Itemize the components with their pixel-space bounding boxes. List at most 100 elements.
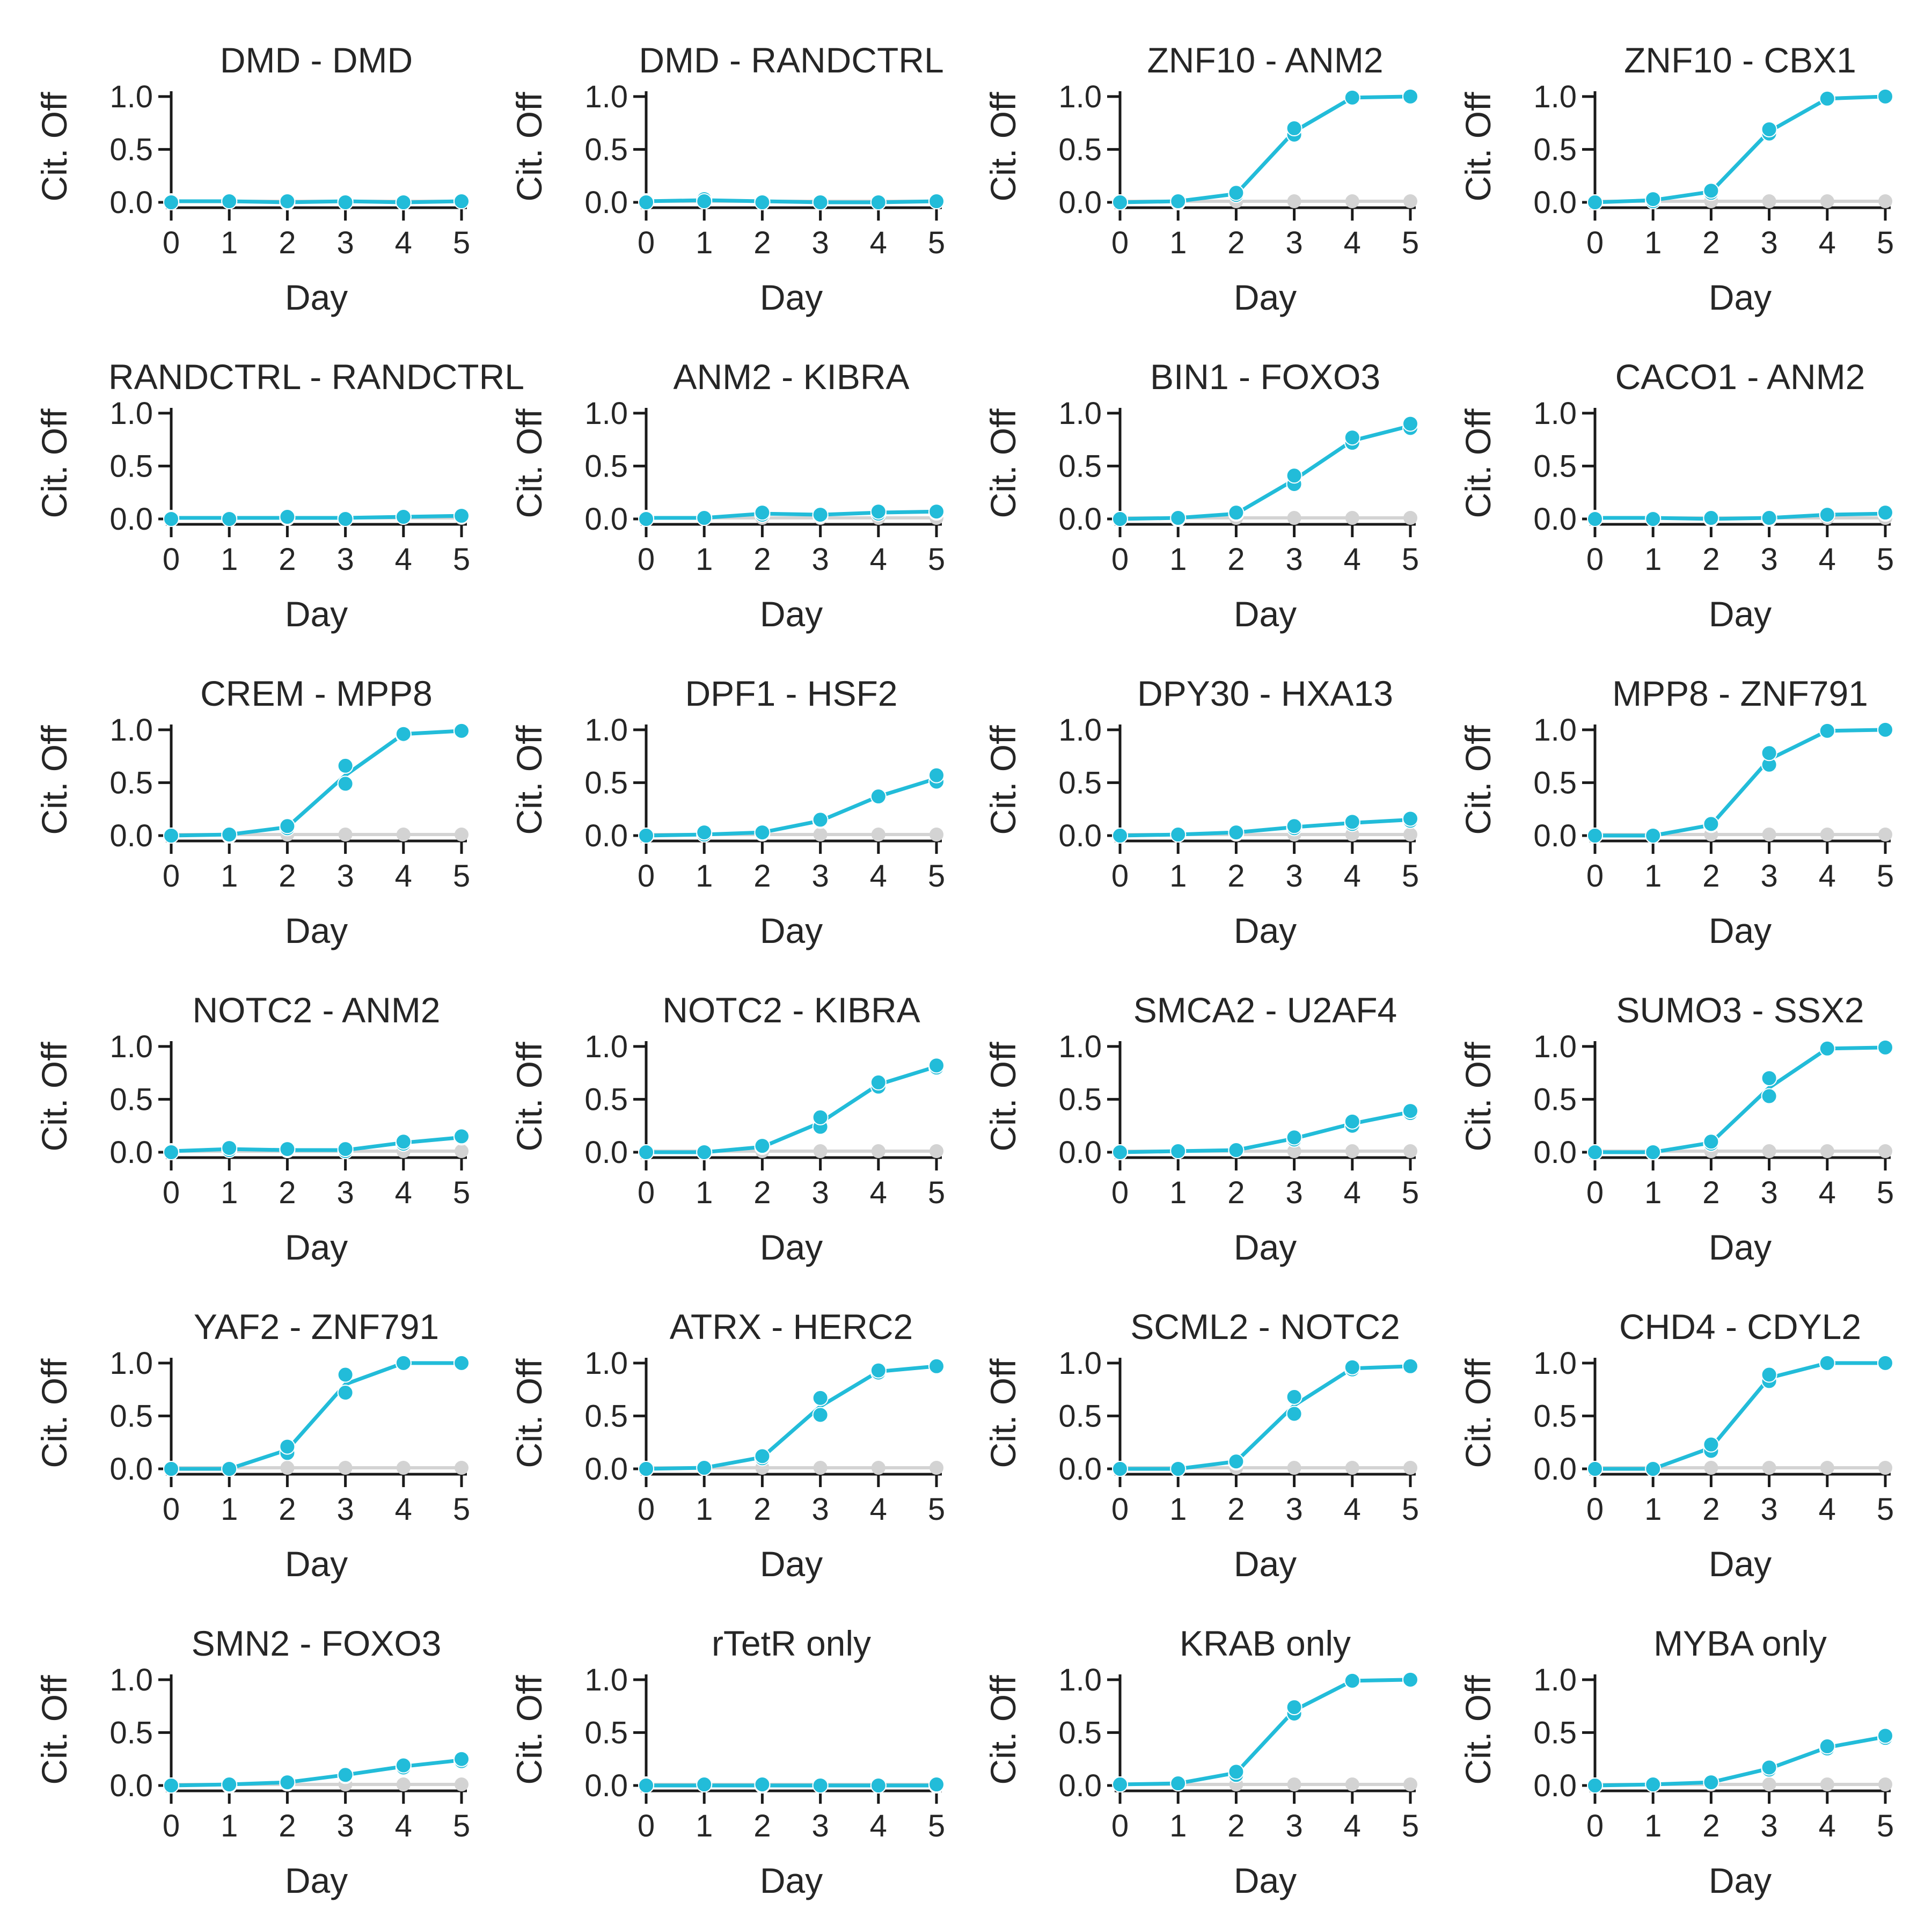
data-point xyxy=(395,509,412,525)
y-axis-label: Cit. Off xyxy=(1458,725,1498,835)
data-point xyxy=(337,757,354,774)
y-tick-label: 0.0 xyxy=(584,1452,628,1487)
x-tick-label: 1 xyxy=(221,1809,238,1843)
y-tick-label: 1.0 xyxy=(1058,713,1102,748)
x-tick-label: 0 xyxy=(638,1809,655,1843)
data-point xyxy=(812,811,829,828)
y-axis-label: Cit. Off xyxy=(34,408,74,518)
x-tick-label: 1 xyxy=(1644,1492,1662,1527)
data-point xyxy=(1645,1144,1662,1160)
data-point xyxy=(1228,1453,1245,1470)
x-tick-label: 3 xyxy=(336,859,354,894)
series-line xyxy=(1119,1110,1411,1154)
data-point xyxy=(279,509,296,525)
panel-title: MPP8 - ZNF791 xyxy=(1612,674,1868,713)
data-point xyxy=(754,824,771,841)
x-tick-label: 3 xyxy=(336,225,354,260)
data-point xyxy=(1819,507,1835,523)
x-tick-label: 1 xyxy=(1644,1175,1662,1210)
y-tick-label: 1.0 xyxy=(109,79,153,114)
x-tick-label: 4 xyxy=(1344,542,1361,577)
panel-title: NOTC2 - KIBRA xyxy=(662,990,920,1030)
data-point xyxy=(1761,1759,1777,1776)
x-tick-label: 2 xyxy=(279,542,296,577)
y-axis-label: Cit. Off xyxy=(509,1042,549,1152)
x-tick-label: 4 xyxy=(1344,1492,1361,1527)
x-tick-label: 4 xyxy=(870,542,887,577)
panel-title: RANDCTRL - RANDCTRL xyxy=(108,357,524,397)
y-tick-label: 0.5 xyxy=(1533,449,1577,484)
background-point xyxy=(1762,1461,1776,1475)
data-point xyxy=(696,1460,713,1476)
series-line xyxy=(1120,1364,1411,1471)
background-point xyxy=(1345,511,1359,525)
x-tick-label: 3 xyxy=(811,859,829,894)
y-tick-label: 1.0 xyxy=(1058,1029,1102,1064)
y-tick-label: 0.0 xyxy=(109,502,153,537)
y-tick-label: 0.0 xyxy=(1533,185,1577,220)
y-tick-label: 0.0 xyxy=(1533,1768,1577,1803)
data-point xyxy=(1819,722,1835,739)
data-point xyxy=(1587,828,1603,844)
x-tick-label: 5 xyxy=(928,542,945,577)
data-point xyxy=(812,1109,829,1125)
x-tick-label: 1 xyxy=(696,859,713,894)
panel: NOTC2 - KIBRA Cit. Off Day 0.0 0.5 1.0 0 1 2 3 4 5 xyxy=(509,990,945,1267)
panel-title: DPF1 - HSF2 xyxy=(685,674,897,713)
y-axis-label: Cit. Off xyxy=(983,1042,1023,1152)
y-tick-label: 0.5 xyxy=(584,449,628,484)
panel: DPF1 - HSF2 Cit. Off Day 0.0 0.5 1.0 0 1 2 3 4 5 xyxy=(509,674,945,950)
x-tick-label: 5 xyxy=(1402,1175,1419,1210)
x-axis-label: Day xyxy=(760,1227,823,1267)
y-tick-label: 0.0 xyxy=(109,1768,153,1803)
x-tick-label: 2 xyxy=(753,1175,771,1210)
y-tick-label: 0.0 xyxy=(1058,1452,1102,1487)
data-point xyxy=(1112,194,1128,210)
x-axis-label: Day xyxy=(1234,277,1297,317)
panel-title: CREM - MPP8 xyxy=(200,674,433,713)
data-point xyxy=(279,193,296,210)
x-tick-label: 5 xyxy=(928,1175,945,1210)
data-point xyxy=(1112,828,1128,844)
y-tick-label: 1.0 xyxy=(1533,396,1577,431)
data-point xyxy=(1761,1088,1777,1104)
x-tick-label: 2 xyxy=(279,859,296,894)
data-point xyxy=(453,1355,470,1371)
x-tick-label: 4 xyxy=(1819,225,1836,260)
y-tick-label: 0.0 xyxy=(1533,502,1577,537)
x-tick-label: 2 xyxy=(753,1809,771,1843)
background-point xyxy=(1345,1777,1359,1792)
series-line xyxy=(646,1064,938,1154)
data-point xyxy=(870,1777,887,1794)
data-point xyxy=(1112,1144,1128,1160)
data-point xyxy=(1877,504,1893,521)
background-point xyxy=(1345,1461,1359,1475)
x-tick-label: 2 xyxy=(753,225,771,260)
x-tick-label: 3 xyxy=(1285,1175,1302,1210)
data-point xyxy=(163,194,179,210)
background-point xyxy=(1762,194,1776,209)
background-point xyxy=(1287,1461,1301,1475)
x-axis-label: Day xyxy=(760,1544,823,1584)
x-tick-label: 5 xyxy=(1877,859,1894,894)
data-point xyxy=(279,1774,296,1791)
data-point xyxy=(1286,818,1302,835)
series-line xyxy=(646,509,937,520)
data-point xyxy=(1645,828,1662,844)
x-tick-label: 5 xyxy=(1402,1809,1419,1843)
x-tick-label: 4 xyxy=(870,1175,887,1210)
background-point xyxy=(1345,1144,1359,1159)
x-axis-label: Day xyxy=(760,911,823,950)
data-point xyxy=(928,1776,945,1793)
x-tick-label: 4 xyxy=(395,1492,412,1527)
data-point xyxy=(1819,1355,1835,1371)
y-axis-label: Cit. Off xyxy=(509,408,549,518)
panel-title: ANM2 - KIBRA xyxy=(673,357,909,397)
x-tick-label: 1 xyxy=(1169,1492,1187,1527)
data-point xyxy=(337,511,354,527)
background-point xyxy=(396,1777,411,1792)
data-point xyxy=(163,828,179,844)
x-tick-label: 1 xyxy=(1644,225,1662,260)
x-tick-label: 2 xyxy=(1227,1175,1245,1210)
panel: DMD - RANDCTRL Cit. Off Day 0.0 0.5 1.0 0 1 2 3 4 5 xyxy=(509,40,945,317)
